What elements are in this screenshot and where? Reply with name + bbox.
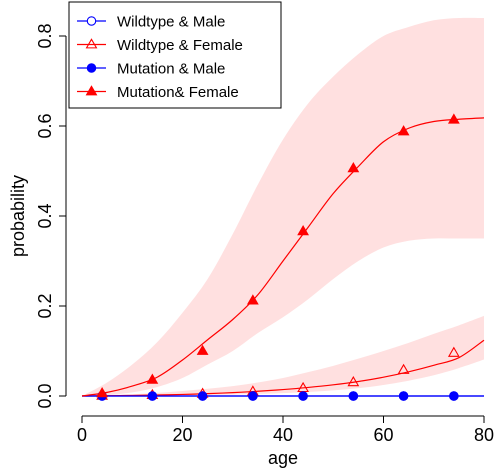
x-tick-label: 60 [373, 425, 393, 445]
x-tick-label: 80 [474, 425, 494, 445]
legend-label: Wildtype & Male [117, 14, 225, 31]
data-point-mutationand-female [96, 386, 108, 398]
legend-item-mutation-and-male: Mutation & Male [77, 61, 225, 78]
data-point-wildtype-and-female [397, 363, 410, 374]
y-tick-label: 0.2 [35, 293, 55, 318]
legend-marker [86, 63, 97, 73]
confidence-band-mutationand-female [82, 17, 484, 396]
y-ticks: 0.0 0.2 0.4 0.6 0.8 [35, 23, 66, 409]
x-ticks: 0 20 40 60 80 [77, 416, 494, 445]
data-point-mutationand-female [146, 373, 159, 384]
legend-marker [85, 85, 98, 96]
x-tick-label: 40 [273, 425, 293, 445]
data-point-mutationand-female [397, 125, 410, 136]
legend-box [68, 1, 282, 109]
legend-label: Mutation & Male [117, 61, 225, 78]
y-tick-label: 0.6 [35, 113, 55, 138]
legend-item-mutationand-female: Mutation& Female [77, 84, 239, 101]
legend: Wildtype & Male Wildtype & Female Mutation… [68, 1, 282, 109]
data-point-mutation-and-male [147, 391, 158, 401]
legend-label: Wildtype & Female [117, 37, 243, 54]
data-point-mutationand-female [347, 161, 360, 173]
y-tick-label: 0.4 [35, 203, 55, 228]
confidence-bands [82, 17, 484, 397]
data-point-mutation-and-male [449, 391, 459, 401]
data-point-wildtype-and-female [447, 346, 460, 357]
legend-item-wildtype-and-male: Wildtype & Male [77, 14, 225, 31]
legend-label: Mutation& Female [117, 84, 239, 101]
x-axis-label: age [268, 448, 298, 468]
y-tick-label: 0.8 [35, 23, 55, 48]
confidence-band-wildtype-and-female [82, 315, 484, 397]
legend-marker [85, 38, 98, 49]
data-point-mutation-and-male [348, 391, 359, 401]
data-point-mutation-and-male [398, 391, 409, 401]
y-axis-label: probability [8, 175, 28, 257]
legend-marker [86, 16, 97, 26]
data-point-mutationand-female [297, 224, 309, 236]
data-point-mutationand-female [246, 294, 259, 305]
data-point-wildtype-and-female [347, 375, 360, 387]
data-point-mutation-and-male [197, 391, 208, 401]
data-point-mutation-and-male [298, 391, 308, 401]
series-markers [96, 113, 460, 401]
data-point-mutationand-female [196, 344, 209, 355]
legend-item-wildtype-and-female: Wildtype & Female [77, 37, 243, 54]
data-point-mutation-and-male [248, 391, 258, 401]
x-tick-label: 0 [77, 425, 87, 445]
y-tick-label: 0.0 [35, 383, 55, 408]
data-point-mutationand-female [447, 113, 460, 124]
x-tick-label: 20 [172, 425, 192, 445]
